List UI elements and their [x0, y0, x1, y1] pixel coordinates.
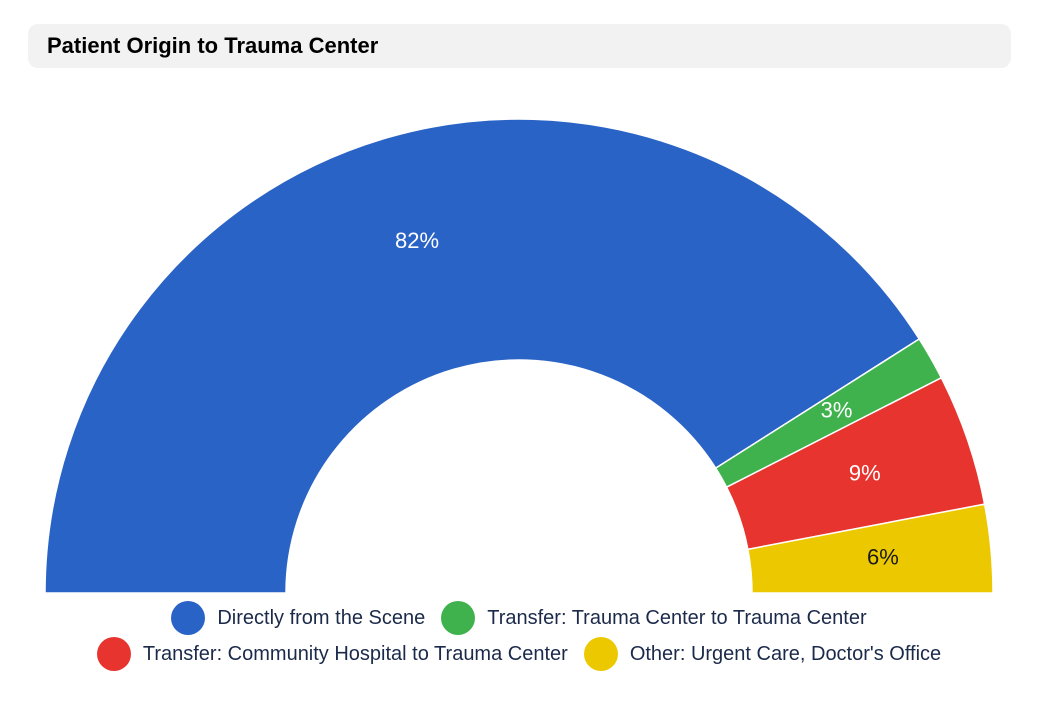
data-label-other: 6%	[867, 544, 899, 569]
legend-label-scene: Directly from the Scene	[217, 606, 426, 629]
legend-row-1: Directly from the Scene Transfer: Trauma…	[0, 600, 1038, 636]
chart-legend: Directly from the Scene Transfer: Trauma…	[0, 600, 1038, 672]
data-label-trauma-transfer: 3%	[821, 398, 853, 423]
legend-label-other: Other: Urgent Care, Doctor's Office	[629, 642, 942, 665]
legend-label-trauma-transfer: Transfer: Trauma Center to Trauma Center	[487, 606, 867, 629]
legend-label-community-transfer: Transfer: Community Hospital to Trauma C…	[142, 642, 568, 665]
legend-item-scene[interactable]: Directly from the Scene	[171, 601, 425, 635]
legend-swatch-scene	[171, 601, 206, 635]
legend-swatch-other	[583, 637, 618, 671]
legend-item-community-transfer[interactable]: Transfer: Community Hospital to Trauma C…	[96, 637, 568, 671]
chart-title-bar: Patient Origin to Trauma Center	[28, 24, 1011, 68]
legend-item-other[interactable]: Other: Urgent Care, Doctor's Office	[583, 637, 942, 671]
legend-item-trauma-transfer[interactable]: Transfer: Trauma Center to Trauma Center	[441, 601, 867, 635]
legend-swatch-trauma-transfer	[441, 601, 476, 635]
chart-title: Patient Origin to Trauma Center	[47, 33, 379, 58]
data-label-scene: 82%	[395, 228, 439, 253]
data-label-community-transfer: 9%	[849, 460, 881, 485]
legend-row-2: Transfer: Community Hospital to Trauma C…	[0, 636, 1038, 672]
semi-donut-chart: 82% 3% 9% 6%	[44, 118, 994, 594]
slice-scene[interactable]	[44, 118, 921, 594]
legend-swatch-community-transfer	[96, 637, 131, 671]
slice-other[interactable]	[746, 503, 994, 594]
